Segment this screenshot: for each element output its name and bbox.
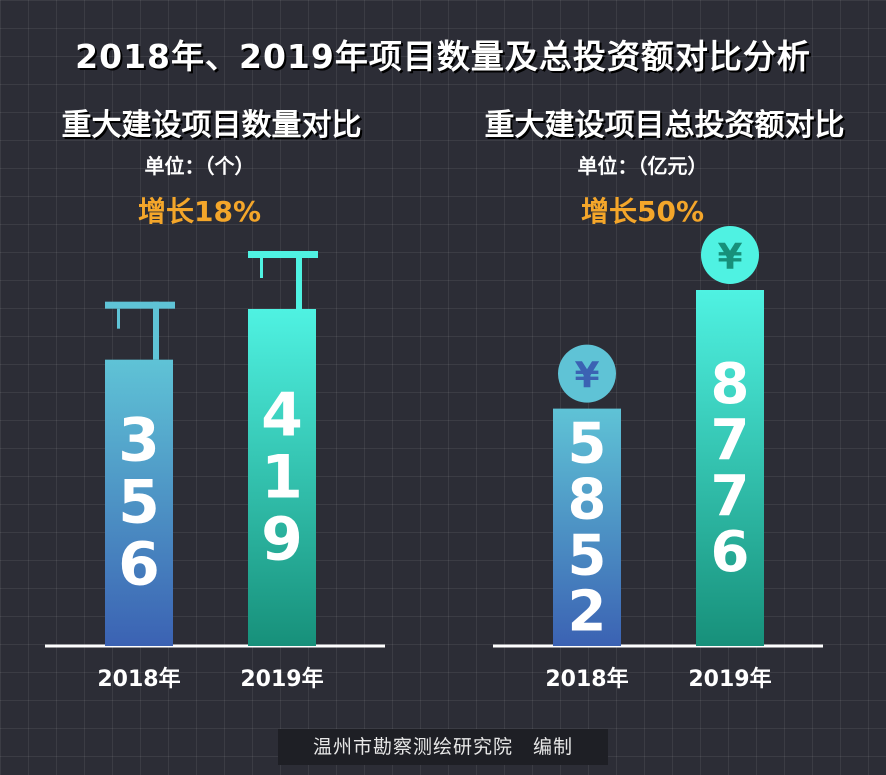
- count-bar: [105, 359, 173, 646]
- investment-year-label: 2019年: [688, 666, 771, 692]
- count-bar-chart: 356 2018年 419 2019年: [45, 251, 385, 692]
- count-growth-label: 增长18%: [137, 195, 262, 228]
- investment-bar-digit: 8: [711, 352, 750, 417]
- svg-text:¥: ¥: [574, 356, 599, 397]
- count-panel: 重大建设项目数量对比 单位：（个） 增长18% 3 5 6 2018年 4 1 9 2019年: [45, 108, 385, 692]
- main-title: 2018年、2019年项目数量及总投资额对比分析: [75, 37, 811, 76]
- count-bar-group: 356: [105, 301, 175, 646]
- investment-bar-digit: 5: [568, 523, 607, 588]
- footer-credit: 温州市勘察测绘研究院 编制: [278, 729, 608, 765]
- investment-bar-digit: 8: [568, 467, 607, 532]
- count-bar-digit: 3: [118, 406, 160, 476]
- crane-icon: [105, 301, 175, 360]
- count-bar-digit: 5: [118, 468, 160, 538]
- count-unit-label: 单位：（个）: [144, 154, 255, 178]
- investment-bar-digit: 7: [711, 408, 750, 473]
- investment-bar-digit: 7: [711, 464, 750, 529]
- investment-bar: [696, 290, 764, 646]
- count-year-label: 2018年: [97, 666, 180, 692]
- investment-bar-digit: 2: [568, 579, 607, 644]
- count-bar-digit: 6: [118, 530, 160, 600]
- investment-year-label: 2018年: [545, 666, 628, 692]
- investment-unit-label: 单位：（亿元）: [577, 154, 708, 178]
- svg-text:¥: ¥: [717, 237, 742, 278]
- yuan-coin-icon: ¥: [558, 344, 616, 403]
- count-bar-group: 419: [248, 251, 318, 646]
- count-chart-title: 重大建设项目数量对比: [61, 108, 362, 143]
- count-bar: [248, 309, 316, 646]
- yuan-coin-icon: ¥: [701, 226, 759, 284]
- investment-bar-digit: 5: [568, 411, 607, 476]
- investment-growth-label: 增长50%: [580, 195, 705, 228]
- count-bar-digit: 1: [261, 442, 303, 512]
- crane-icon: [248, 251, 318, 309]
- investment-panel: 重大建设项目总投资额对比 单位：（亿元） 增长50% ¥5 8 5 2 2018年 ¥8 7…: [443, 0, 886, 775]
- investment-bar-digit: 6: [711, 520, 750, 585]
- investment-chart-title: 重大建设项目总投资额对比: [484, 108, 845, 143]
- count-year-label: 2019年: [240, 666, 323, 692]
- investment-bar: [553, 408, 621, 646]
- count-bar-digit: 9: [261, 504, 303, 574]
- count-bar-digit: 4: [261, 380, 303, 450]
